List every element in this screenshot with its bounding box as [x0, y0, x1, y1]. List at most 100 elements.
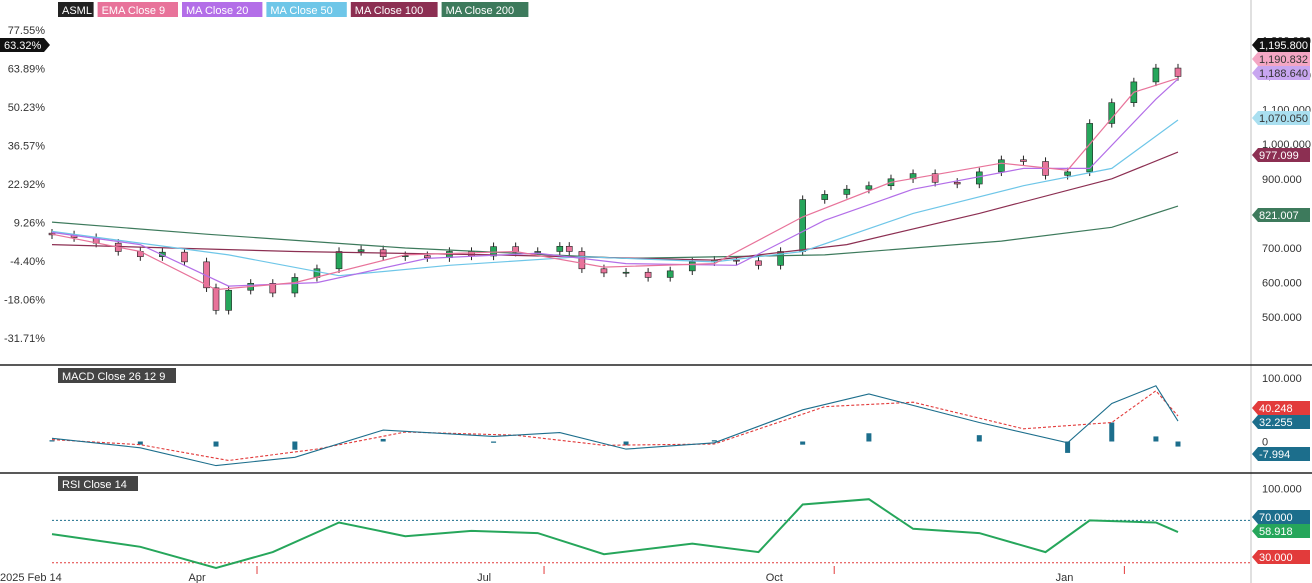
legend-label: MA Close 200 — [446, 5, 514, 17]
candle-body[interactable] — [1020, 159, 1027, 162]
candle-body[interactable] — [600, 268, 608, 274]
candle-body[interactable] — [998, 159, 1005, 173]
macd-histogram-bar — [976, 435, 982, 442]
macd-axis-tick: 100.000 — [1262, 373, 1302, 385]
candle-body[interactable] — [556, 245, 564, 252]
candle-body[interactable] — [931, 173, 939, 183]
candle-body[interactable] — [291, 277, 299, 294]
candle-body[interactable] — [225, 289, 232, 311]
candle-body[interactable] — [666, 270, 674, 278]
left-axis-tick: -31.71% — [4, 333, 45, 345]
ma200-line — [51, 205, 1179, 260]
candle-body[interactable] — [335, 251, 343, 270]
candle-body[interactable] — [1108, 102, 1116, 124]
candle-body[interactable] — [1174, 67, 1182, 77]
macd-legend-label: MACD Close 26 12 9 — [62, 371, 165, 383]
value-badge — [1252, 111, 1310, 125]
value-badge — [1252, 415, 1310, 429]
date-axis-label: Apr — [189, 572, 206, 583]
macd-pane[interactable]: 100.000 0 — [49, 373, 1302, 467]
right-axis-tick: 700.000 — [1262, 243, 1302, 255]
value-badge — [1252, 148, 1310, 162]
candle-body[interactable] — [512, 246, 519, 253]
ma20-line — [51, 78, 1179, 287]
candle-body[interactable] — [975, 171, 983, 185]
candle-body[interactable] — [622, 271, 630, 274]
value-badge — [1252, 66, 1310, 80]
left-value-marker — [0, 38, 50, 52]
value-badge-text: 32.255 — [1259, 417, 1293, 429]
candle-body[interactable] — [953, 181, 961, 185]
legend-chip — [266, 2, 347, 17]
value-badges: 1,195.800 1,190.832 1,188.640 1,070.050 977.… — [1252, 38, 1310, 564]
legends: ASML EMA Close 9 MA Close 20 MA Close 50 MA … — [58, 2, 529, 491]
legend-chip — [182, 2, 263, 17]
candle-body[interactable] — [1086, 123, 1093, 173]
value-badge — [1252, 447, 1310, 461]
price-pane[interactable]: 77.55% 63.89% 50.23% 36.57% 22.92% 9.26% -4.40… — [0, 25, 1311, 345]
rsi-legend-chip — [58, 476, 138, 491]
macd-histogram-bar — [49, 440, 55, 442]
macd-signal-line — [51, 390, 1179, 462]
left-axis-tick: 77.55% — [8, 25, 46, 37]
value-badge — [1252, 38, 1310, 52]
macd-axis-tick: 0 — [1262, 437, 1268, 449]
candle-body[interactable] — [843, 188, 851, 195]
left-axis-tick: -4.40% — [10, 256, 45, 268]
candle-body[interactable] — [424, 255, 431, 259]
date-axis-label: Jan — [1056, 572, 1074, 583]
candle-body[interactable] — [212, 287, 220, 311]
macd-histogram-bar — [623, 441, 629, 446]
candle-body[interactable] — [357, 249, 365, 252]
legend-chip — [441, 2, 529, 17]
macd-histogram-bar — [380, 438, 386, 442]
value-badge — [1252, 52, 1310, 66]
candle-body[interactable] — [48, 232, 56, 236]
macd-histogram-bar — [711, 440, 717, 442]
right-axis-tick: 600.000 — [1262, 278, 1302, 290]
rsi-pane[interactable]: 100.000 — [51, 484, 1302, 570]
candle-body[interactable] — [865, 185, 873, 190]
macd-histogram-bar — [1153, 436, 1159, 442]
candle-body[interactable] — [565, 245, 573, 252]
candle-body[interactable] — [490, 246, 497, 257]
rsi-legend-label: RSI Close 14 — [62, 479, 127, 491]
value-badge-text: 70.000 — [1259, 512, 1293, 524]
value-badge-text: 1,190.832 — [1259, 54, 1308, 66]
candle-body[interactable] — [777, 251, 784, 266]
candle-body[interactable] — [578, 251, 586, 270]
legend-label: MA Close 100 — [355, 5, 423, 17]
left-axis-tick: 22.92% — [8, 179, 46, 191]
legend-label: ASML — [62, 5, 92, 17]
macd-line — [51, 385, 1179, 467]
candle-body[interactable] — [269, 283, 277, 294]
candle-body[interactable] — [534, 251, 542, 253]
candle-body[interactable] — [733, 259, 740, 262]
date-axis-label: Jul — [477, 572, 491, 583]
candle-body[interactable] — [181, 251, 188, 263]
candle-body[interactable] — [1064, 171, 1071, 176]
value-badge-text: -7.994 — [1259, 449, 1290, 461]
legend-label: EMA Close 9 — [102, 5, 166, 17]
ma100-line — [51, 151, 1179, 261]
legend-label: MA Close 50 — [270, 5, 332, 17]
candle-body[interactable] — [1152, 67, 1160, 83]
candle-body[interactable] — [644, 271, 652, 278]
candle-body[interactable] — [468, 251, 475, 257]
right-axis-tick: 900.000 — [1262, 174, 1302, 186]
legend-label: MA Close 20 — [186, 5, 248, 17]
macd-histogram-bar — [491, 441, 497, 443]
value-badge-text: 30.000 — [1259, 552, 1293, 564]
candle-body[interactable] — [755, 260, 762, 266]
rsi-line — [51, 498, 1179, 570]
candle-body[interactable] — [821, 194, 829, 200]
candle-body[interactable] — [688, 261, 696, 272]
value-badge — [1252, 208, 1310, 222]
candle-body[interactable] — [799, 199, 806, 252]
legend-chip — [58, 2, 94, 17]
value-badge-text: 1,188.640 — [1259, 68, 1308, 80]
date-axis: 2025 Feb 14 Apr Jul Oct Jan — [0, 566, 1125, 583]
left-axis-tick: 63.89% — [8, 64, 46, 76]
value-badge — [1252, 401, 1310, 415]
